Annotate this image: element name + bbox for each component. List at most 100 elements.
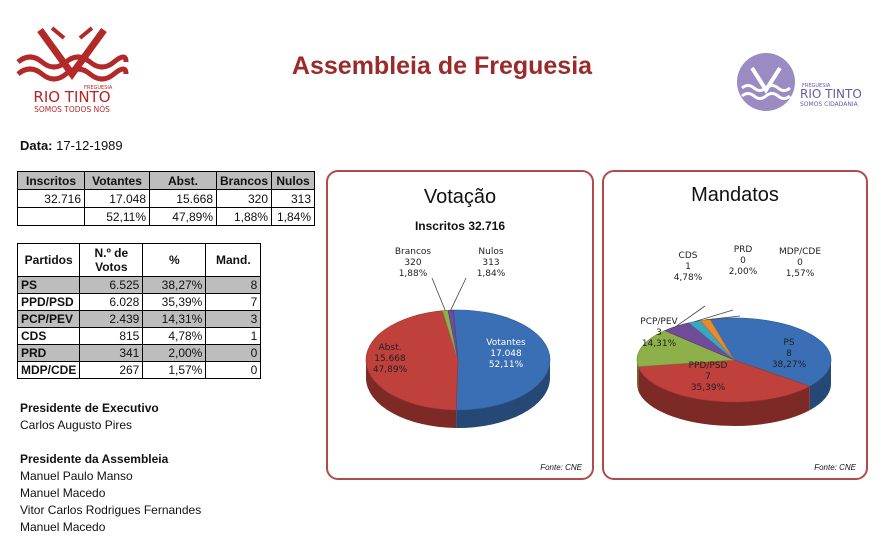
party-seats: 8 xyxy=(205,276,262,294)
party-seats: 1 xyxy=(205,327,262,345)
pie-slice-nulos xyxy=(447,309,459,361)
assembly-president-heading: Presidente da Assembleia xyxy=(20,452,169,466)
mandatos-source: Fonte: CNE xyxy=(814,463,856,472)
party-name: PS xyxy=(16,276,81,294)
votacao-subtitle: Inscritos 32.716 xyxy=(414,219,506,233)
party-votes: 6.028 xyxy=(79,293,144,311)
party-name: PPD/PSD xyxy=(16,293,81,311)
assembly-president-name: Manuel Macedo xyxy=(20,520,106,534)
party-pct: 4,78% xyxy=(142,327,207,345)
pie-data-label: Abst. 15.668 47,89% xyxy=(373,343,408,375)
assembly-president-name: Manuel Macedo xyxy=(20,486,106,500)
pie-leader-line xyxy=(694,309,734,322)
votacao-title: Votação xyxy=(423,186,497,208)
value-votantes: 17.048 xyxy=(84,189,150,208)
assembly-president-block: Presidente da Assembleia Manuel Paulo Ma… xyxy=(20,451,201,536)
totals-values-row: 32.716 17.048 15.668 320 313 xyxy=(17,189,316,208)
pie-data-label: PPD/PSD 7 35,39% xyxy=(689,361,728,393)
pie-data-label: Nulos 313 1,84% xyxy=(477,247,506,279)
logo-right-line1: FREGUESIA xyxy=(802,83,831,89)
votacao-source: Fonte: CNE xyxy=(540,463,582,472)
pie-slice-votantes xyxy=(453,309,551,411)
anchor-logo-icon: FREGUESIA RIO TINTO SOMOS CIDADANIA xyxy=(737,53,862,111)
pie-leader-line xyxy=(450,277,467,311)
party-votes: 6.525 xyxy=(79,276,144,294)
pie-slice-side xyxy=(366,360,457,428)
parties-table: Partidos N.º de Votos % Mand. PS 6.525 3… xyxy=(16,243,262,379)
assembly-president-name: Manuel Paulo Manso xyxy=(20,469,133,483)
logo-right-tagline: SOMOS CIDADANIA xyxy=(800,101,859,108)
date-value: 17-12-1989 xyxy=(56,138,123,153)
pie-slice-side xyxy=(638,366,810,426)
table-row: CDS 815 4,78% 1 xyxy=(16,327,262,345)
table-row: PCP/PEV 2.439 14,31% 3 xyxy=(16,310,262,328)
anchor-logo-icon: FREGUESIA RIO TINTO SOMOS TODOS NÓS xyxy=(16,26,129,114)
table-row: PPD/PSD 6.028 35,39% 7 xyxy=(16,293,262,311)
date-row: Data: 17-12-1989 xyxy=(20,138,123,153)
party-pct: 14,31% xyxy=(142,310,207,328)
table-row: MDP/CDE 267 1,57% 0 xyxy=(16,361,262,379)
pie-slice-side xyxy=(809,360,831,411)
value-inscritos: 32.716 xyxy=(17,189,85,208)
header-mand: Mand. xyxy=(205,243,262,277)
header-pct: % xyxy=(142,243,207,277)
header-votantes: Votantes xyxy=(84,171,150,190)
party-votes: 815 xyxy=(79,327,144,345)
pie-data-label: MDP/CDE 0 1,57% xyxy=(779,247,821,279)
mandatos-title: Mandatos xyxy=(691,184,779,206)
header-abst: Abst. xyxy=(149,171,217,190)
date-label: Data: xyxy=(20,138,53,153)
table-row: PS 6.525 38,27% 8 xyxy=(16,276,262,294)
party-name: PCP/PEV xyxy=(16,310,81,328)
assembly-president-name: Vitor Carlos Rodrigues Fernandes xyxy=(20,503,202,517)
pie-data-label: Brancos 320 1,88% xyxy=(395,247,432,279)
pct-votantes: 52,11% xyxy=(84,207,150,226)
pie-slice-abst- xyxy=(365,310,459,411)
value-nulos: 313 xyxy=(271,189,316,208)
party-pct: 1,57% xyxy=(142,361,207,379)
party-pct: 2,00% xyxy=(142,344,207,362)
party-pct: 38,27% xyxy=(142,276,207,294)
party-votes: 2.439 xyxy=(79,310,144,328)
executive-president-name: Carlos Augusto Pires xyxy=(20,418,133,432)
pct-inscritos xyxy=(17,207,85,226)
pie-leader-line xyxy=(675,305,706,327)
pie-leader-line xyxy=(431,277,446,311)
header-partidos: Partidos xyxy=(16,243,81,277)
pct-nulos: 1,84% xyxy=(271,207,316,226)
party-votes: 341 xyxy=(79,344,144,362)
header-nulos: Nulos xyxy=(271,171,316,190)
executive-president-block: Presidente de Executivo Carlos Augusto P… xyxy=(20,400,159,434)
logo-left-name: RIO TINTO xyxy=(33,88,110,106)
party-seats: 7 xyxy=(205,293,262,311)
votacao-chart-panel: Votação Inscritos 32.716 Votantes 17.048 5… xyxy=(326,170,594,480)
header-votos: N.º de Votos xyxy=(79,243,144,277)
party-name: CDS xyxy=(16,327,81,345)
pie-data-label: PRD 0 2,00% xyxy=(729,245,758,277)
party-seats: 3 xyxy=(205,310,262,328)
votacao-pie-chart: Votantes 17.048 52,11% Abst. 15.668 47,89% Bra… xyxy=(365,247,551,428)
header-inscritos: Inscritos xyxy=(17,171,85,190)
pie-slice-ps xyxy=(709,317,832,387)
mandatos-pie-chart: PS 8 38,27% PPD/PSD 7 35,39% PCP/PEV 3 14,31% CDS… xyxy=(636,245,832,426)
pie-data-label: PS 8 38,27% xyxy=(772,338,807,370)
pie-data-label: CDS 1 4,78% xyxy=(674,251,703,283)
pie-data-label: PCP/PEV 3 14,31% xyxy=(640,317,678,349)
table-row: PRD 341 2,00% 0 xyxy=(16,344,262,362)
value-abst: 15.668 xyxy=(149,189,217,208)
pie-slice-pcp-pev xyxy=(636,330,735,367)
pie-slice-side xyxy=(637,360,639,391)
party-name: MDP/CDE xyxy=(16,361,81,379)
party-votes: 267 xyxy=(79,361,144,379)
party-seats: 0 xyxy=(205,361,262,379)
totals-table: Inscritos Votantes Abst. Brancos Nulos 3… xyxy=(17,171,316,226)
pct-brancos: 1,88% xyxy=(215,207,273,226)
logo-rio-tinto-left: FREGUESIA RIO TINTO SOMOS TODOS NÓS xyxy=(12,22,132,118)
header-brancos: Brancos xyxy=(215,171,273,190)
logo-right-name: RIO TINTO xyxy=(800,87,862,101)
pie-leader-line xyxy=(705,315,741,321)
mandatos-chart-panel: Mandatos PS 8 38,27% PPD/PSD 7 35,39% PCP/PEV 3… xyxy=(602,170,868,480)
executive-president-heading: Presidente de Executivo xyxy=(20,401,159,415)
logo-left-tagline: SOMOS TODOS NÓS xyxy=(34,105,110,114)
logo-left-line1: FREGUESIA xyxy=(84,85,113,91)
